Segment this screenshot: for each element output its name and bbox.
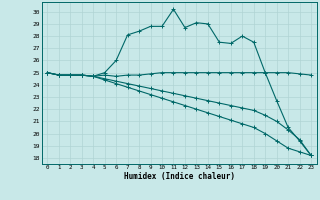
X-axis label: Humidex (Indice chaleur): Humidex (Indice chaleur) — [124, 172, 235, 181]
